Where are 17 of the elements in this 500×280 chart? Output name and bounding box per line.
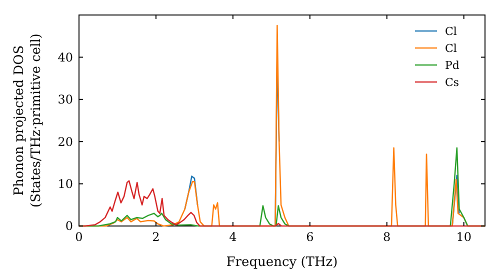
y-tick-label: 0 <box>65 219 73 234</box>
legend-label: Pd <box>445 58 460 72</box>
x-tick-label: 4 <box>229 230 238 244</box>
legend-label: Cl <box>445 42 458 55</box>
y-tick-label: 20 <box>58 134 73 149</box>
x-tick-label: 6 <box>306 230 314 244</box>
x-axis-title: Frequency (THz) <box>226 255 338 270</box>
x-tick-label: 2 <box>152 230 160 244</box>
y-tick-label: 40 <box>58 50 73 64</box>
y-tick-label: 10 <box>58 177 73 191</box>
x-tick-label: 8 <box>383 230 391 244</box>
legend-label: Cs <box>445 76 460 89</box>
y-axis-title: Phonon projected DOS (States/THz·primitive cell) <box>12 33 44 208</box>
x-tick-label: 0 <box>75 230 83 244</box>
x-tick-label: 10 <box>456 230 472 244</box>
y-tick-label: 30 <box>58 92 73 107</box>
legend-label: Cl <box>445 24 458 38</box>
